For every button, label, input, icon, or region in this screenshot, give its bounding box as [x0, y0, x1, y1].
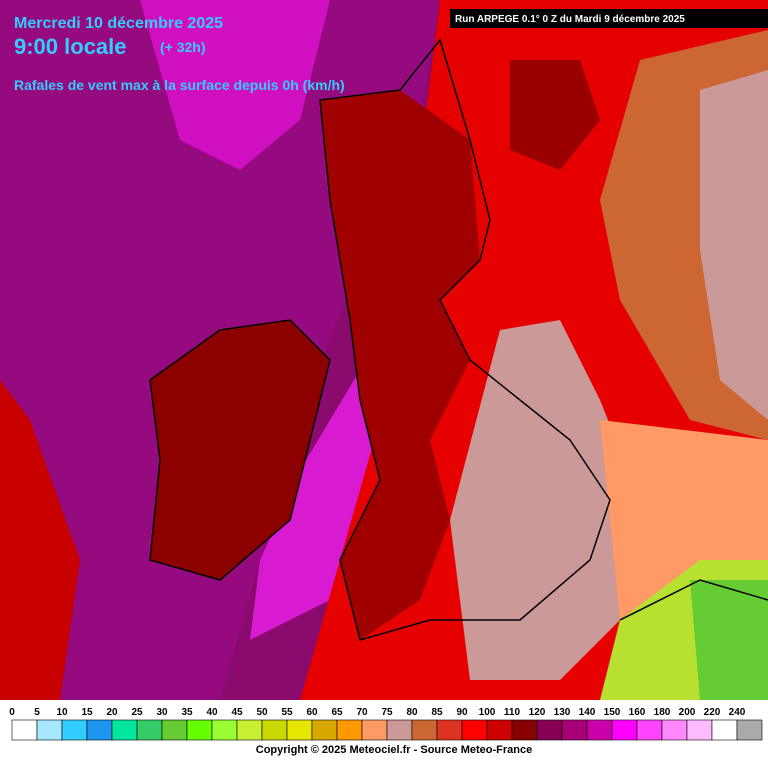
legend-swatch: [461, 719, 488, 741]
subtitle: Rafales de vent max à la surface depuis …: [14, 77, 345, 93]
legend-label: 140: [579, 707, 596, 718]
legend-label: 50: [256, 707, 268, 718]
legend-swatch: [436, 719, 463, 741]
run-label: Run ARPEGE 0.1° 0 Z du Mardi 9 décembre …: [455, 14, 685, 25]
legend-swatch: [736, 719, 763, 741]
legend-label: 30: [156, 707, 168, 718]
legend-swatch: [686, 719, 713, 741]
legend-swatch: [186, 719, 213, 741]
legend-swatch: [611, 719, 638, 741]
legend-label: 10: [56, 707, 68, 718]
legend-swatch: [336, 719, 363, 741]
legend-label: 180: [654, 707, 671, 718]
legend-swatch: [11, 719, 38, 741]
legend-swatch: [111, 719, 138, 741]
legend-label: 35: [181, 707, 193, 718]
legend-label: 25: [131, 707, 143, 718]
coastline: [149, 38, 768, 641]
legend-swatch: [286, 719, 313, 741]
legend-label: 45: [231, 707, 243, 718]
legend-swatch: [711, 719, 738, 741]
legend-swatch: [211, 719, 238, 741]
legend-label: 70: [356, 707, 368, 718]
legend-label: 40: [206, 707, 218, 718]
legend-swatch: [86, 719, 113, 741]
legend-label: 80: [406, 707, 418, 718]
legend: 0 5 10 15 20 25 30 35 40 45 50 55 60 65 70 75 80 85 90 100 1…: [9, 707, 763, 741]
run-banner: [450, 9, 768, 28]
legend-label: 120: [529, 707, 546, 718]
date-label: Mercredi 10 décembre 2025: [14, 15, 223, 32]
legend-label: 150: [604, 707, 621, 718]
field-pink: [450, 320, 640, 680]
legend-swatch: [311, 719, 338, 741]
field-pink: [700, 70, 768, 420]
legend-swatch: [386, 719, 413, 741]
legend-swatch: [161, 719, 188, 741]
legend-label: 65: [331, 707, 343, 718]
legend-label: 130: [554, 707, 571, 718]
legend-swatch: [661, 719, 688, 741]
field-darkred: [510, 60, 600, 170]
lead-label: (+ 32h): [160, 39, 206, 55]
legend-swatch: [361, 719, 388, 741]
land-ireland: [150, 320, 330, 580]
legend-swatch: [511, 719, 538, 741]
field-green: [690, 580, 768, 700]
legend-swatch: [261, 719, 288, 741]
time-label: 9:00 locale: [14, 34, 127, 59]
field-red: [0, 380, 80, 700]
legend-swatch: [236, 719, 263, 741]
legend-swatch: [536, 719, 563, 741]
legend-label: 75: [381, 707, 393, 718]
land-britain: [320, 90, 480, 640]
legend-label: 240: [729, 707, 746, 718]
legend-label: 5: [34, 707, 40, 718]
legend-swatch: [61, 719, 88, 741]
field-magenta: [140, 0, 330, 170]
legend-label: 100: [479, 707, 496, 718]
legend-label: 160: [629, 707, 646, 718]
legend-swatch: [136, 719, 163, 741]
legend-swatch: [561, 719, 588, 741]
legend-swatch: [36, 719, 63, 741]
legend-label: 60: [306, 707, 318, 718]
legend-swatch: [586, 719, 613, 741]
legend-label: 200: [679, 707, 696, 718]
legend-label: 85: [431, 707, 443, 718]
copyright: Copyright © 2025 Meteociel.fr - Source M…: [256, 744, 532, 756]
legend-label: 55: [281, 707, 293, 718]
legend-swatch: [636, 719, 663, 741]
legend-swatch: [486, 719, 513, 741]
legend-label: 110: [504, 707, 521, 718]
legend-label: 0: [9, 707, 15, 718]
legend-swatch: [411, 719, 438, 741]
legend-label: 90: [456, 707, 468, 718]
legend-label: 15: [81, 707, 93, 718]
legend-label: 20: [106, 707, 118, 718]
legend-label: 220: [704, 707, 721, 718]
